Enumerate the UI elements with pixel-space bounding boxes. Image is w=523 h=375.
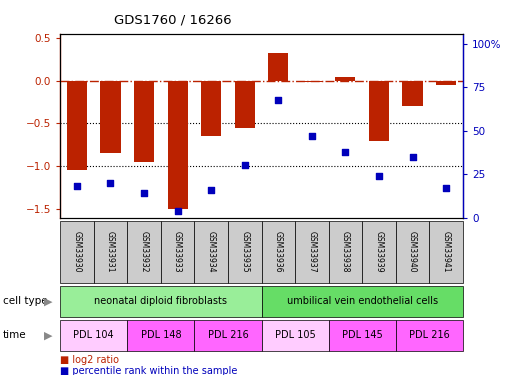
Text: PDL 145: PDL 145 xyxy=(342,330,382,340)
Text: ■ log2 ratio: ■ log2 ratio xyxy=(60,355,119,365)
Bar xyxy=(335,77,356,81)
Text: GSM33935: GSM33935 xyxy=(240,231,249,273)
Point xyxy=(341,148,349,154)
Text: ▶: ▶ xyxy=(44,330,53,340)
Text: GSM33933: GSM33933 xyxy=(173,231,182,273)
Point xyxy=(106,180,115,186)
Bar xyxy=(302,81,322,82)
Text: cell type: cell type xyxy=(3,297,47,306)
Text: PDL 216: PDL 216 xyxy=(409,330,450,340)
Text: GSM33932: GSM33932 xyxy=(140,231,149,273)
Bar xyxy=(403,81,423,106)
Text: GSM33934: GSM33934 xyxy=(207,231,215,273)
Bar xyxy=(436,81,456,85)
Text: GSM33931: GSM33931 xyxy=(106,231,115,273)
Text: GSM33930: GSM33930 xyxy=(72,231,82,273)
Text: GSM33941: GSM33941 xyxy=(441,231,451,273)
Point xyxy=(207,187,215,193)
Text: PDL 104: PDL 104 xyxy=(73,330,114,340)
Point xyxy=(375,173,383,179)
Bar xyxy=(369,81,389,141)
Text: ■ percentile rank within the sample: ■ percentile rank within the sample xyxy=(60,366,237,375)
Point xyxy=(442,185,450,191)
Text: umbilical vein endothelial cells: umbilical vein endothelial cells xyxy=(287,297,438,306)
Bar xyxy=(201,81,221,136)
Point xyxy=(73,183,81,189)
Text: GSM33940: GSM33940 xyxy=(408,231,417,273)
Bar xyxy=(134,81,154,162)
Text: PDL 148: PDL 148 xyxy=(141,330,181,340)
Text: neonatal diploid fibroblasts: neonatal diploid fibroblasts xyxy=(94,297,228,306)
Bar xyxy=(235,81,255,128)
Point xyxy=(308,133,316,139)
Point xyxy=(274,97,282,103)
Point xyxy=(241,162,249,168)
Point xyxy=(408,154,417,160)
Text: PDL 105: PDL 105 xyxy=(275,330,315,340)
Text: time: time xyxy=(3,330,26,340)
Text: GDS1760 / 16266: GDS1760 / 16266 xyxy=(114,13,231,26)
Bar xyxy=(67,81,87,171)
Text: GSM33939: GSM33939 xyxy=(374,231,383,273)
Bar xyxy=(167,81,188,209)
Bar xyxy=(268,53,288,81)
Text: GSM33937: GSM33937 xyxy=(308,231,316,273)
Point xyxy=(174,208,182,214)
Text: GSM33938: GSM33938 xyxy=(341,231,350,273)
Text: GSM33936: GSM33936 xyxy=(274,231,283,273)
Text: PDL 216: PDL 216 xyxy=(208,330,248,340)
Bar xyxy=(100,81,120,153)
Point xyxy=(140,190,148,196)
Text: ▶: ▶ xyxy=(44,297,53,306)
